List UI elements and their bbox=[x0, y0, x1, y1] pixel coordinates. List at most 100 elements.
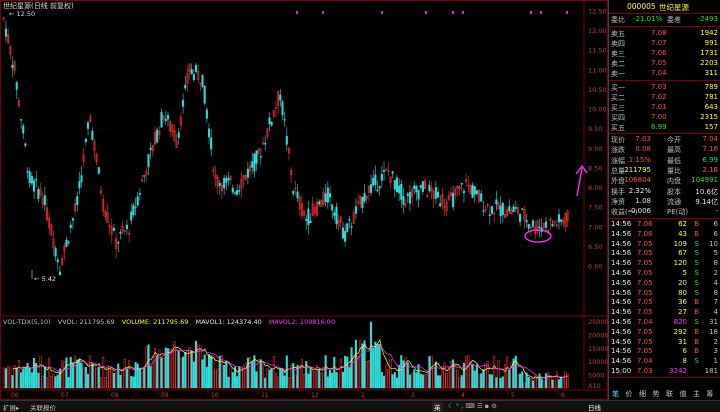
panel-tab[interactable]: 势 bbox=[652, 390, 660, 398]
volume-bar bbox=[97, 366, 100, 389]
panel-tab[interactable]: 值 bbox=[679, 390, 687, 398]
candle-body bbox=[346, 223, 349, 232]
tick-price: 7.05 bbox=[637, 269, 653, 277]
bid-row: 买五 6.99 157 bbox=[609, 123, 720, 133]
tick-time: 14:56 bbox=[611, 337, 632, 346]
signal-marker bbox=[322, 11, 324, 14]
candle-body bbox=[52, 238, 55, 249]
candle-body bbox=[484, 209, 487, 211]
related-quote-button[interactable]: 关联报价 bbox=[30, 404, 56, 412]
candle-body bbox=[391, 171, 394, 174]
volume-tick-label: 5000 bbox=[588, 371, 605, 379]
volume-bar bbox=[164, 347, 167, 389]
volume-tick-label: 10000 bbox=[588, 358, 608, 366]
volume-bar bbox=[69, 356, 72, 389]
price-tick-label: 6.00 bbox=[588, 263, 602, 271]
volume-bar bbox=[130, 375, 133, 389]
candle-body bbox=[424, 180, 427, 189]
tick-flag: B bbox=[694, 308, 699, 317]
candle-body bbox=[449, 192, 452, 197]
candle-body bbox=[462, 190, 465, 194]
volume-bar bbox=[190, 350, 193, 389]
volume-bar bbox=[184, 352, 187, 389]
candle-body bbox=[164, 118, 167, 122]
panel-tab[interactable]: 联 bbox=[666, 390, 673, 398]
candle-body bbox=[497, 202, 500, 210]
panel-tab[interactable]: 价 bbox=[625, 390, 633, 398]
tick-count: 31 bbox=[709, 318, 718, 326]
volume-bar bbox=[544, 373, 548, 389]
ime-toolbar-icons[interactable]: ☾ ° , ⌨ ☰ ▪ ⚙ bbox=[448, 402, 497, 410]
tick-row: 14:56 7.06 43 B 6 bbox=[609, 230, 720, 240]
price-tick-label: 6.50 bbox=[588, 243, 602, 251]
tick-flag: B bbox=[694, 337, 699, 346]
tick-price: 7.05 bbox=[637, 249, 653, 258]
panel-tab[interactable]: 主 bbox=[693, 390, 700, 398]
panel-tab[interactable]: 筹 bbox=[706, 390, 714, 398]
stock-header[interactable]: 000005 世纪星源 bbox=[609, 2, 720, 14]
volume-bar bbox=[80, 362, 83, 389]
stat-label: 换手 bbox=[611, 187, 625, 196]
candle-body bbox=[7, 34, 10, 44]
tick-volume: 109 bbox=[673, 239, 687, 248]
signal-marker bbox=[425, 11, 427, 14]
panel-tab[interactable]: 细 bbox=[639, 390, 646, 398]
stat-value: 7.04 bbox=[702, 135, 718, 143]
date-tick-label: 2 bbox=[361, 392, 365, 399]
stat-label: 股本 bbox=[667, 187, 681, 196]
tick-price: 7.05 bbox=[637, 298, 653, 307]
candle-body bbox=[2, 17, 5, 20]
candle-body bbox=[400, 184, 403, 200]
volume-bar bbox=[110, 369, 113, 389]
bid-row: 买二 7.02 781 bbox=[609, 93, 720, 103]
ask-price: 7.04 bbox=[651, 69, 667, 77]
candle-body bbox=[192, 74, 195, 80]
tick-price: 7.05 bbox=[637, 337, 653, 346]
volume-bar bbox=[78, 358, 81, 389]
candle-body bbox=[363, 193, 366, 202]
volume-bar bbox=[365, 361, 368, 389]
date-tick-label: 11 bbox=[261, 392, 269, 399]
ime-language-indicator[interactable]: 英 bbox=[432, 402, 443, 412]
volume-bar bbox=[415, 372, 418, 389]
candle-body bbox=[231, 187, 234, 193]
bid-label: 买三 bbox=[611, 104, 625, 112]
period-mode[interactable]: 日线 bbox=[588, 404, 601, 412]
volume-bar bbox=[391, 374, 394, 389]
tick-count: 4 bbox=[713, 308, 718, 317]
volume-bar bbox=[169, 348, 172, 389]
kline-chart-area[interactable]: 12.50 12.00 11.50 11.00 10.50 10.00 9.50 9.00 8.… bbox=[0, 0, 609, 400]
candle-body bbox=[380, 174, 383, 181]
candle-body bbox=[374, 174, 377, 186]
price-tick-label: 11.50 bbox=[588, 47, 607, 55]
volume-bar bbox=[512, 358, 515, 389]
price-tick-label: 7.50 bbox=[588, 204, 602, 212]
volume-bar bbox=[514, 355, 517, 389]
candle-body bbox=[490, 206, 494, 214]
stat-value: 211795 bbox=[624, 165, 651, 174]
candle-body bbox=[186, 74, 189, 84]
tick-count: 7 bbox=[713, 298, 718, 307]
candle-body bbox=[102, 198, 105, 212]
tick-flag: S bbox=[694, 249, 699, 258]
bid-volume: 157 bbox=[704, 123, 718, 131]
candle-body bbox=[359, 195, 362, 205]
panel-tab[interactable]: 笔 bbox=[612, 390, 619, 398]
tick-flag: B bbox=[694, 220, 699, 228]
volume-bar bbox=[411, 373, 414, 389]
candle-body bbox=[153, 132, 157, 145]
candle-body bbox=[30, 176, 33, 184]
volume-bar bbox=[207, 354, 211, 389]
expand-button[interactable]: 扩展▸ bbox=[3, 404, 20, 412]
volume-bar bbox=[525, 372, 528, 389]
stat-value: -0.006 bbox=[628, 207, 651, 216]
stock-name: 世纪星源 bbox=[659, 3, 689, 12]
tick-row: 14:56 7.05 36 B 7 bbox=[609, 298, 720, 308]
volume-bar bbox=[294, 374, 297, 389]
kline-svg[interactable]: 12.50 12.00 11.50 11.00 10.50 10.00 9.50 9.00 8.… bbox=[0, 0, 609, 400]
volume-bar bbox=[348, 367, 351, 389]
bid-price: 7.02 bbox=[651, 93, 667, 101]
stat-value: 1.08 bbox=[635, 196, 651, 205]
stat-label: 总量 bbox=[611, 166, 625, 175]
volume-bar bbox=[153, 348, 157, 389]
